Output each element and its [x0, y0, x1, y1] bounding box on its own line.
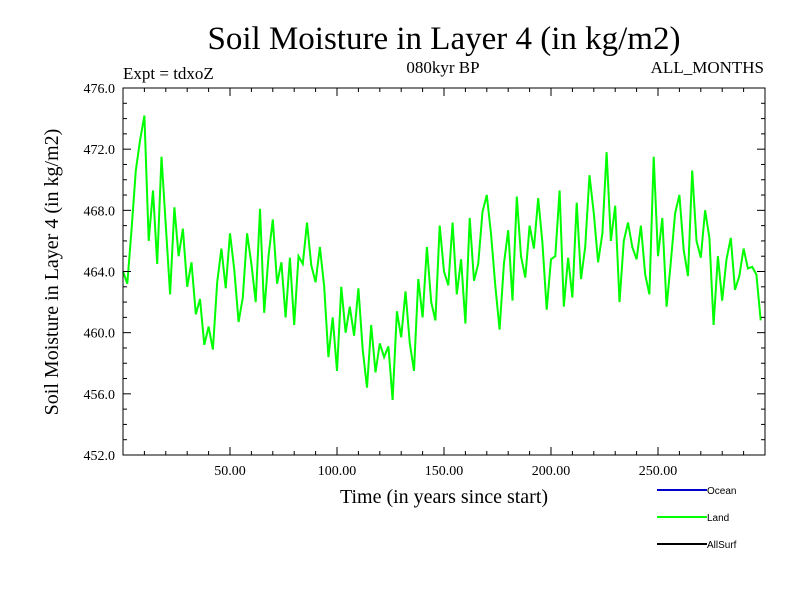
- y-tick-label: 452.0: [84, 449, 116, 464]
- period-label: 080kyr BP: [406, 58, 479, 77]
- y-tick-label: 476.0: [84, 82, 116, 97]
- y-tick-label: 456.0: [84, 388, 116, 403]
- legend: Ocean Land AllSurf: [657, 486, 737, 551]
- x-tick-label: 150.00: [425, 464, 464, 479]
- y-tick-label: 464.0: [84, 266, 116, 281]
- experiment-label: Expt = tdxoZ: [123, 64, 214, 83]
- y-tick-label: 472.0: [84, 143, 116, 158]
- y-tick-label: 468.0: [84, 204, 116, 219]
- legend-label-ocean: Ocean: [707, 486, 736, 497]
- legend-label-allsurf: AllSurf: [707, 540, 737, 551]
- months-label: ALL_MONTHS: [651, 58, 764, 77]
- chart-title: Soil Moisture in Layer 4 (in kg/m2): [208, 21, 681, 57]
- x-tick-label: 200.00: [532, 464, 571, 479]
- x-axis: 50.00 100.00 150.00 200.00 250.00: [143, 88, 745, 479]
- y-axis: 452.0 456.0 460.0 464.0 468.0 472.0 476.0: [84, 82, 765, 464]
- x-axis-label: Time (in years since start): [340, 486, 548, 508]
- series-line-land: [122, 115, 762, 400]
- x-tick-label: 100.00: [318, 464, 357, 479]
- y-axis-label: Soil Moisture in Layer 4 (in kg/m2): [41, 129, 63, 416]
- y-tick-label: 460.0: [84, 327, 116, 342]
- plot-series: [122, 115, 762, 400]
- legend-label-land: Land: [707, 513, 729, 524]
- x-tick-label: 250.00: [639, 464, 678, 479]
- x-tick-label: 50.00: [214, 464, 246, 479]
